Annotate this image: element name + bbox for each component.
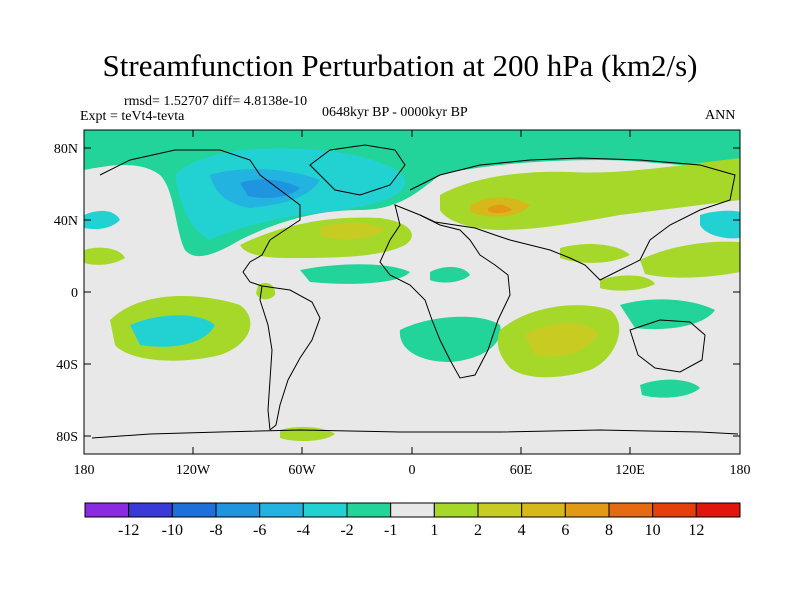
lon-tick-label: 0 [409,463,416,478]
colorbar-label: -12 [118,522,139,539]
contour-pacific-positive [640,241,740,278]
colorbar-label: 12 [688,522,704,539]
greenland-outline [309,144,406,196]
lat-tick-label: 40N [54,214,78,229]
colorbar-label: 4 [518,522,526,539]
colorbar-swatch [652,502,697,518]
lat-tick-label: 80N [54,142,78,157]
colorbar [84,502,741,518]
lat-ticks [84,147,740,437]
contour-india-positive [560,244,630,263]
contour-tropical-atlantic [300,264,410,284]
lon-tick-label: 120W [176,463,211,478]
contour-australia-negative [620,299,715,330]
contour-field [84,130,740,454]
lon-tick-label: 60E [510,463,533,478]
colorbar-swatch [564,502,610,518]
africa-outline [379,204,511,379]
season-label: ANN [705,108,736,123]
colorbar-label: 2 [474,522,482,539]
lon-tick-label: 120E [615,463,645,478]
colorbar-labels: -12 -10 -8 -6 -4 -2 -1 1 2 4 6 8 10 12 [118,522,704,539]
colorbar-label: -2 [340,522,353,539]
colorbar-label: 8 [605,522,613,539]
coastlines [91,144,739,439]
colorbar-swatch [346,502,392,518]
north-america-outline [99,149,301,287]
contour-seasia-positive [600,275,655,291]
lat-tick-label: 40S [56,358,78,373]
colorbar-swatch [128,502,173,518]
colorbar-label: 6 [561,522,569,539]
lon-tick-label: 180 [730,463,751,478]
eurasia-outline [409,157,736,281]
colorbar-swatch [215,502,261,518]
colorbar-label: 10 [645,522,661,539]
colorbar-label: -8 [209,522,222,539]
lat-tick-labels: 80N 40N 0 40S 80S [54,142,78,445]
colorbar-label: 1 [430,522,438,539]
contour-south-africa-negative [399,316,501,362]
colorbar-swatch [433,502,479,518]
contour-atlantic-max [320,222,385,240]
colorbar-swatch [695,502,741,518]
colorbar-swatch [302,502,348,518]
contour-southern-ocean-negative [640,379,700,398]
lon-tick-labels: 180 120W 60W 0 60E 120E 180 [74,463,751,478]
lat-tick-label: 80S [56,430,78,445]
lat-tick-label: 0 [71,286,78,301]
period-label: 0648kyr BP - 0000kyr BP [322,105,468,120]
contour-indian-ocean-max [525,323,598,357]
colorbar-label: -1 [384,522,397,539]
colorbar-swatch [608,502,654,518]
contour-pacific-negative-west [84,210,120,230]
contour-africa-small [430,266,470,283]
lon-ticks [192,130,631,454]
colorbar-label: -10 [162,522,183,539]
colorbar-swatch [171,502,217,518]
australia-outline [629,319,706,373]
colorbar-label: -6 [253,522,266,539]
colorbar-label: -4 [297,522,310,539]
contour-south-pacific-negative [130,315,215,347]
colorbar-swatch [390,502,435,518]
antarctica-outline [91,429,739,439]
lon-tick-label: 180 [74,463,95,478]
contour-asia-peak [488,204,512,214]
colorbar-swatch [84,502,130,518]
contour-dateline-positive [84,247,125,265]
map-title: Streamfunction Perturbation at 200 hPa (… [102,48,698,83]
south-america-outline [261,285,321,431]
stats-line: rmsd= 1.52707 diff= 4.8138e-10 [124,94,308,109]
experiment-label: Expt = teVt4-tevta [80,109,185,124]
lon-tick-label: 60W [288,463,316,478]
colorbar-swatch [521,502,566,518]
south-america-west-outline [259,285,273,431]
contour-pacific-negative-east [700,210,740,239]
colorbar-swatch [259,502,304,518]
colorbar-swatch [477,502,523,518]
